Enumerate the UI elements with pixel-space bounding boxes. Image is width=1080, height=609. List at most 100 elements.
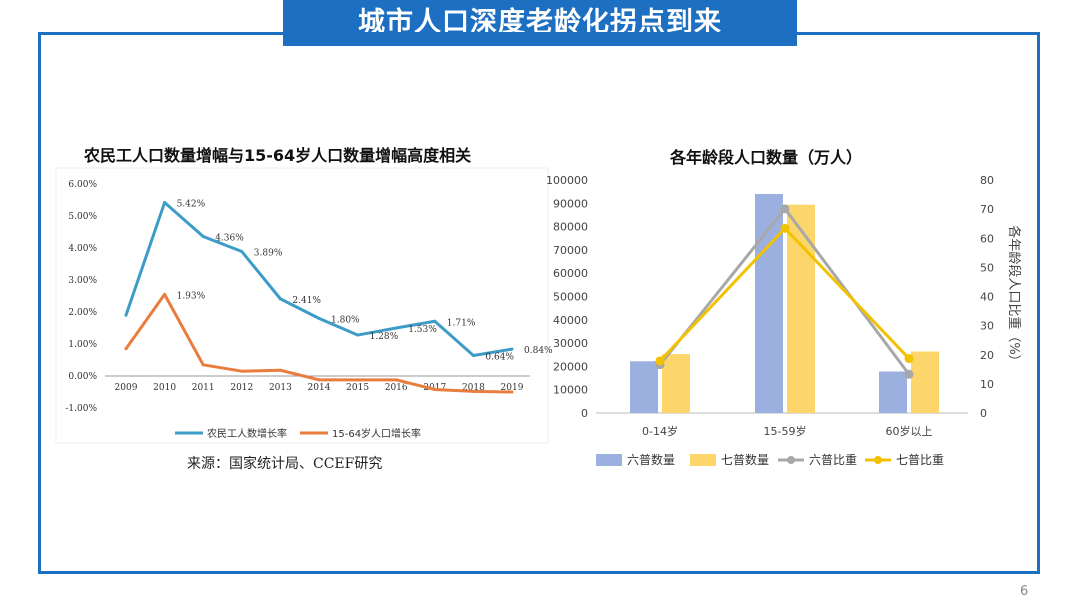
legend-label: 七普数量 (721, 452, 769, 467)
bar-1 (630, 361, 658, 413)
data-point (510, 347, 514, 351)
data-point (510, 390, 514, 394)
data-label: 0.64% (485, 353, 514, 363)
y2-axis-label: 各年龄段人口比重（%） (1006, 225, 1022, 367)
y-tick-label: 0 (581, 407, 588, 420)
data-label: 1.53% (408, 325, 437, 335)
data-point (240, 369, 244, 373)
x-tick-label: 2012 (230, 383, 253, 393)
data-point (394, 378, 398, 382)
x-tick-label: 2011 (192, 383, 215, 393)
ratio-line-1 (658, 206, 911, 376)
y2-tick-label: 0 (980, 407, 987, 420)
y-tick-label: 5.00% (68, 212, 97, 222)
y2-tick-label: 50 (980, 261, 994, 274)
ratio-point (780, 204, 790, 214)
bar-2 (662, 354, 690, 413)
data-point (240, 250, 244, 254)
y-tick-label: 60000 (553, 267, 588, 280)
y2-tick-label: 20 (980, 349, 994, 362)
data-label: 4.36% (215, 233, 244, 243)
data-label: 1.80% (331, 315, 360, 325)
bar-2 (787, 204, 815, 413)
left-plot-background (55, 167, 549, 444)
data-point (124, 347, 128, 351)
content-frame (38, 32, 1040, 574)
y-tick-label: -1.00% (65, 404, 97, 414)
y-tick-label: 30000 (553, 337, 588, 350)
y-tick-label: 20000 (553, 360, 588, 373)
x-tick-label: 15-59岁 (764, 424, 807, 438)
y2-tick-label: 30 (980, 320, 994, 333)
data-point (433, 387, 437, 391)
source-note: 来源：国家统计局、CCEF研究 (187, 456, 383, 472)
y-tick-label: 10000 (553, 384, 588, 397)
ratio-point (655, 356, 665, 366)
legend-swatch (596, 454, 622, 466)
data-point (278, 297, 282, 301)
y2-tick-label: 80 (980, 174, 994, 187)
legend-swatch (690, 454, 716, 466)
data-point (124, 313, 128, 317)
x-tick-label: 0-14岁 (642, 424, 678, 438)
y-tick-label: 100000 (546, 174, 588, 187)
y-tick-label: 50000 (553, 291, 588, 304)
ratio-point (904, 354, 914, 364)
y-tick-label: 90000 (553, 197, 588, 210)
y-tick-label: 0.00% (68, 372, 97, 382)
y-tick-label: 80000 (553, 221, 588, 234)
x-tick-label: 2009 (115, 383, 138, 393)
y-tick-label: 1.00% (68, 340, 97, 350)
x-tick-label: 2013 (269, 383, 292, 393)
page-title: 城市人口深度老龄化拐点到来 (283, 0, 797, 46)
data-point (394, 326, 398, 330)
data-label: 1.93% (177, 291, 206, 301)
data-point (278, 368, 282, 372)
data-point (356, 333, 360, 337)
y-tick-label: 6.00% (68, 180, 97, 190)
data-label: 5.42% (177, 200, 206, 210)
legend-label: 七普比重 (896, 453, 944, 467)
data-label: 3.89% (254, 249, 283, 259)
legend-label: 农民工人数增长率 (207, 427, 287, 440)
page-number: 6 (1020, 584, 1029, 599)
x-tick-label: 2019 (501, 383, 524, 393)
legend-marker (787, 456, 795, 464)
y-tick-label: 2.00% (68, 308, 97, 318)
data-point (317, 316, 321, 320)
bar-1 (879, 371, 907, 413)
y-tick-label: 3.00% (68, 276, 97, 286)
left-chart-title: 农民工人口数量增幅与15-64岁人口数量增幅高度相关 (84, 146, 472, 165)
data-point (471, 354, 475, 358)
legend-label: 六普数量 (627, 452, 675, 467)
x-tick-label: 2015 (346, 383, 369, 393)
x-tick-label: 2010 (153, 383, 176, 393)
legend-label: 六普比重 (809, 453, 857, 467)
data-point (163, 201, 167, 205)
ratio-line-2 (658, 226, 911, 362)
data-point (201, 234, 205, 238)
y-tick-label: 70000 (553, 244, 588, 257)
y-tick-label: 4.00% (68, 244, 97, 254)
x-tick-label: 2018 (462, 383, 485, 393)
ratio-point (780, 223, 790, 233)
data-point (163, 292, 167, 296)
y2-tick-label: 10 (980, 378, 994, 391)
data-label: 1.71% (447, 318, 476, 328)
data-label: 2.41% (292, 296, 321, 306)
y2-tick-label: 40 (980, 291, 994, 304)
right-chart-title: 各年龄段人口数量（万人） (670, 148, 863, 167)
data-point (356, 378, 360, 382)
ratio-point (904, 369, 914, 379)
data-point (201, 363, 205, 367)
data-point (471, 389, 475, 393)
data-label: 0.84% (524, 346, 553, 356)
legend-marker (874, 456, 882, 464)
legend-label: 15-64岁人口增长率 (332, 427, 421, 440)
data-point (433, 319, 437, 323)
x-tick-label: 2016 (385, 383, 408, 393)
y-tick-label: 40000 (553, 314, 588, 327)
data-point (317, 378, 321, 382)
